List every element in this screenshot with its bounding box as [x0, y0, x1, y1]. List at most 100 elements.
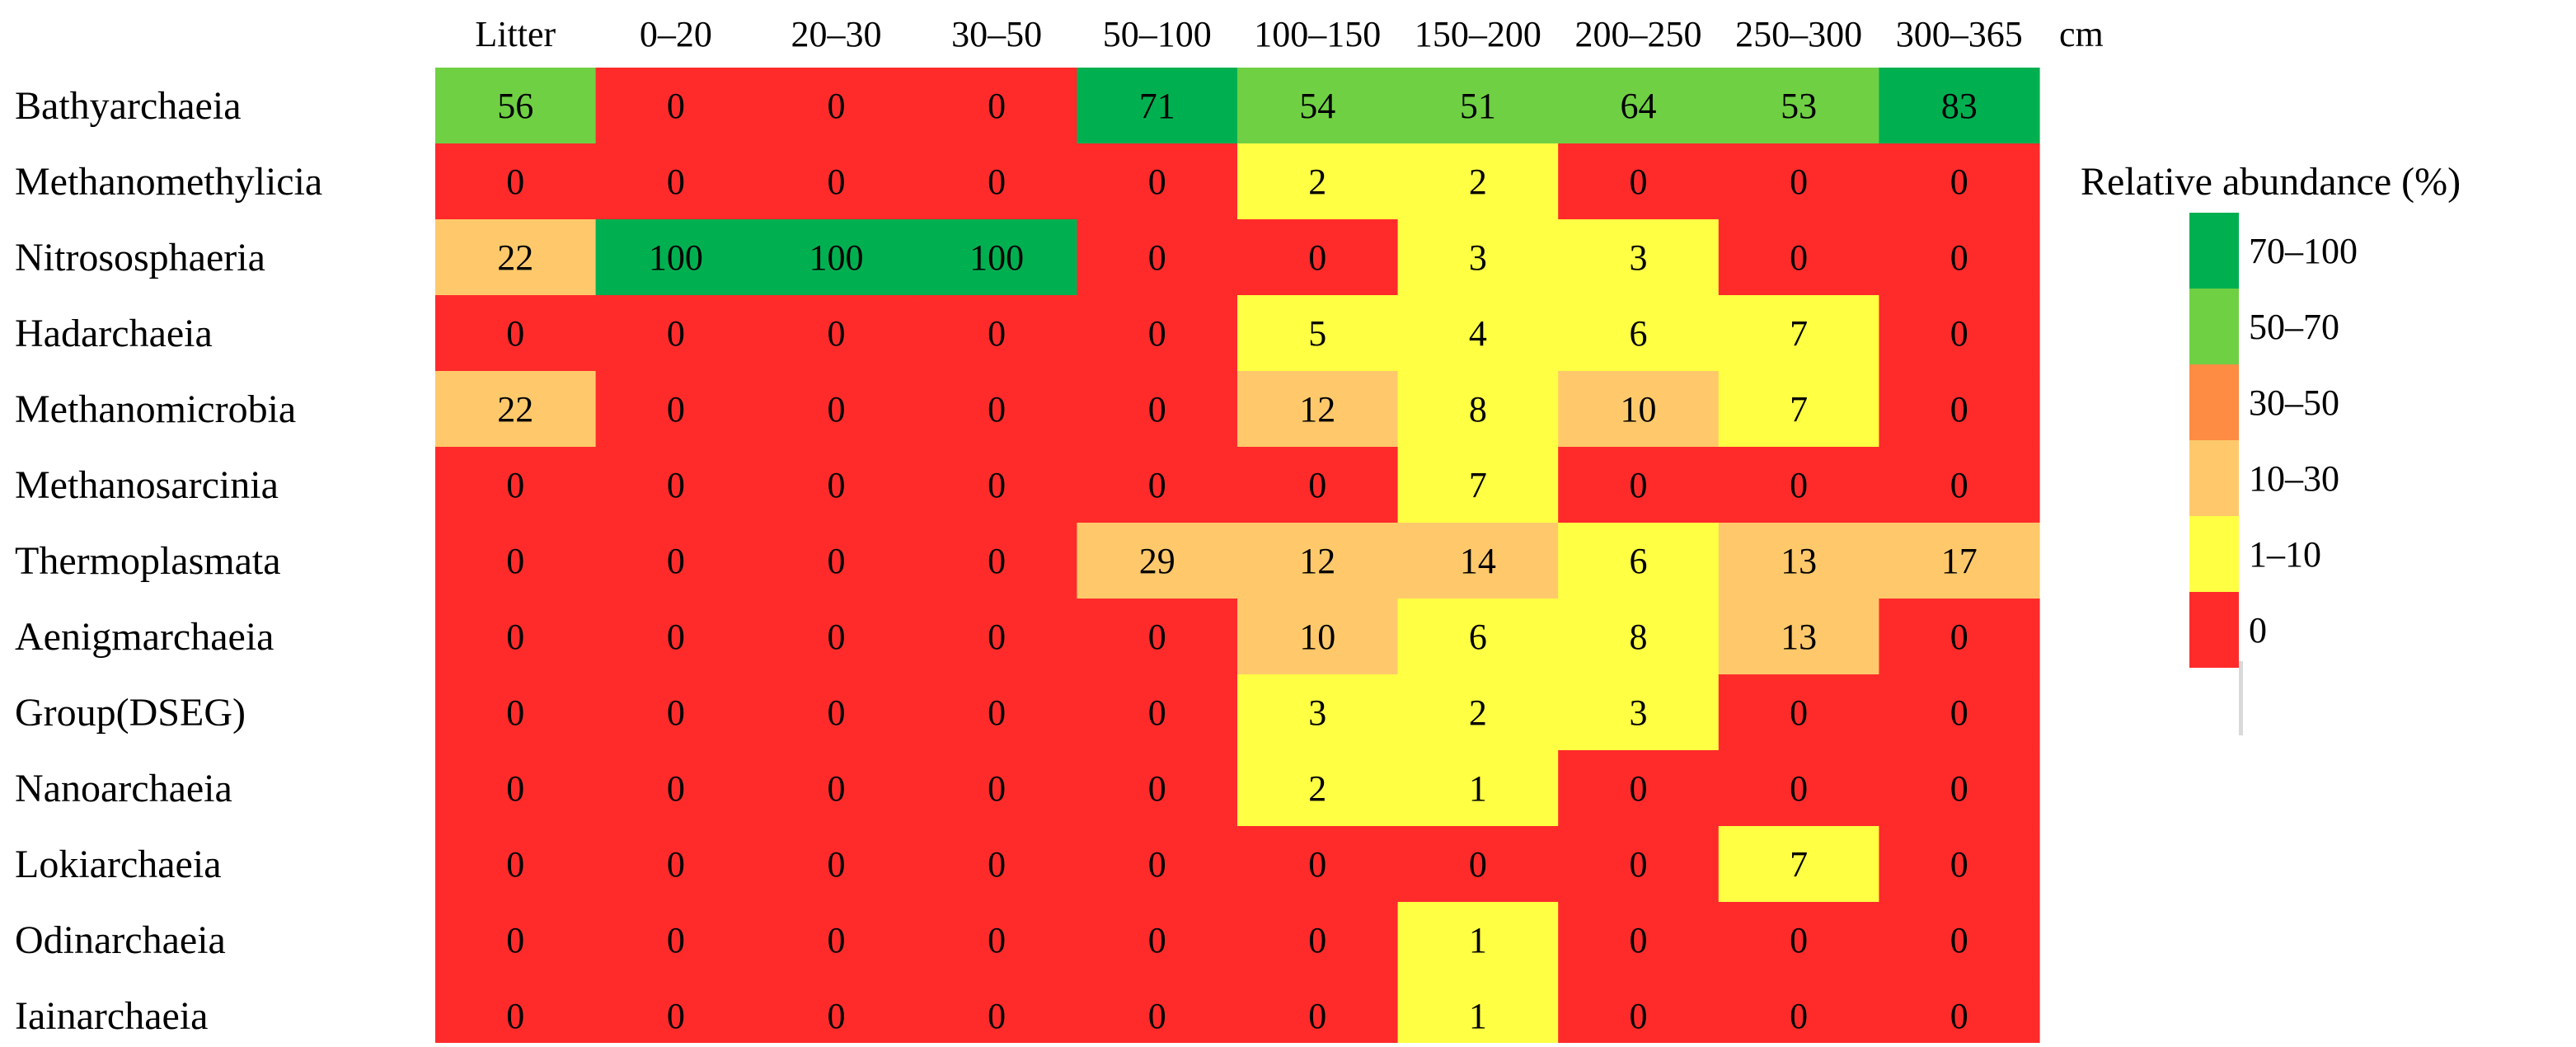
cell-value-label: 0: [828, 86, 846, 126]
heatmap-cell: [1879, 674, 2040, 751]
legend-swatch: [2189, 440, 2239, 516]
heatmap-cell: [916, 143, 1077, 220]
cell-value-label: 0: [1950, 693, 1968, 733]
legend-label: 70–100: [2249, 231, 2358, 271]
legend-swatch: [2189, 592, 2239, 668]
heatmap-cell: [435, 68, 597, 144]
heatmap-cell: [756, 68, 917, 144]
heatmap-cell: [1558, 219, 1720, 296]
heatmap-cell: [1879, 523, 2040, 599]
cell-value-label: 0: [988, 86, 1006, 126]
cell-value-label: 8: [1630, 617, 1648, 657]
cell-value-label: 0: [667, 313, 685, 354]
heatmap-cell: [1558, 143, 1720, 220]
heatmap-cell: [756, 826, 917, 903]
heatmap-cell: [1077, 143, 1238, 220]
column-label: Litter: [475, 14, 556, 54]
heatmap-cell: [1718, 674, 1879, 751]
cell-value-label: 0: [667, 541, 685, 581]
heatmap-cell: [1718, 750, 1879, 827]
cell-value-label: 0: [1790, 768, 1808, 809]
cell-value-label: 0: [828, 844, 846, 885]
column-label: 50–100: [1103, 14, 1212, 54]
heatmap-cell: [435, 523, 597, 599]
cell-value-label: 0: [506, 996, 524, 1036]
heatmap-cell: [1237, 902, 1399, 979]
heatmap-cell: [916, 674, 1077, 751]
cell-value-label: 0: [1148, 617, 1166, 657]
cell-value-label: 0: [1148, 920, 1166, 960]
cell-value-label: 6: [1630, 541, 1648, 581]
cell-value-label: 83: [1941, 86, 1978, 126]
heatmap-cell: [1077, 371, 1238, 448]
heatmap-cell: [435, 978, 597, 1047]
cell-value-label: 0: [1148, 844, 1166, 885]
cells-layer: 56 0 0 0 71 54 51 64 53 830 0 0 0 0 2 2 0 0 022 100 100 100 0 0…: [435, 68, 2040, 1047]
heatmap-cell: [435, 371, 597, 448]
cell-value-label: 0: [988, 768, 1006, 809]
legend-label: 1–10: [2249, 534, 2321, 575]
cell-value-label: 0: [667, 844, 685, 885]
cell-value-label: 64: [1621, 86, 1657, 126]
legend: Relative abundance (%) 70–100 50–70 30–50 10…: [2081, 160, 2461, 735]
cell-value-label: 7: [1469, 465, 1487, 505]
cell-value-label: 0: [1308, 996, 1326, 1036]
cell-value-label: 0: [1950, 996, 1968, 1036]
heatmap-cell: [1718, 371, 1879, 448]
cell-value-label: 0: [988, 465, 1006, 505]
heatmap-cell: [435, 447, 597, 524]
cell-value-label: 0: [828, 541, 846, 581]
heatmap-cell: [1237, 68, 1399, 144]
cell-value-label: 10: [1621, 389, 1657, 430]
cell-value-label: 2: [1469, 693, 1487, 733]
cell-value-label: 0: [1790, 237, 1808, 278]
heatmap-cell: [756, 674, 917, 751]
heatmap-cell: [1718, 599, 1879, 675]
cell-value-label: 0: [1148, 693, 1166, 733]
cell-value-label: 0: [506, 541, 524, 581]
cell-value-label: 0: [1148, 768, 1166, 809]
cell-value-label: 5: [1308, 313, 1326, 354]
heatmap-cell: [756, 978, 917, 1047]
heatmap-cell: [1397, 295, 1559, 372]
heatmap-cell: [1077, 750, 1238, 827]
legend-label: 0: [2249, 610, 2267, 650]
heatmap-cell: [595, 674, 757, 751]
cell-value-label: 71: [1139, 86, 1175, 126]
heatmap-cell: [595, 750, 757, 827]
heatmap-cell: [1397, 143, 1559, 220]
cell-value-label: 7: [1790, 313, 1808, 354]
cell-value-label: 0: [988, 996, 1006, 1036]
row-label: Iainarchaeia: [15, 994, 208, 1038]
heatmap-cell: [756, 219, 917, 296]
heatmap-cell: [1237, 599, 1399, 675]
cell-value-label: 0: [506, 617, 524, 657]
cell-value-label: 12: [1299, 541, 1335, 581]
cell-value-label: 0: [667, 693, 685, 733]
heatmap-cell: [1077, 523, 1238, 599]
heatmap-cell: [1879, 143, 2040, 220]
row-label: Bathyarchaeia: [15, 84, 242, 128]
heatmap-cell: [595, 523, 757, 599]
cell-value-label: 0: [988, 617, 1006, 657]
cell-value-label: 0: [1308, 844, 1326, 885]
cell-value-label: 0: [1630, 465, 1648, 505]
heatmap-cell: [916, 371, 1077, 448]
cell-value-label: 0: [988, 541, 1006, 581]
heatmap-cell: [1237, 523, 1399, 599]
cell-value-label: 2: [1469, 162, 1487, 202]
cell-value-label: 0: [667, 617, 685, 657]
heatmap-cell: [756, 371, 917, 448]
heatmap-cell: [916, 599, 1077, 675]
cell-value-label: 0: [828, 996, 846, 1036]
cell-value-label: 0: [1308, 920, 1326, 960]
heatmap-cell: [756, 295, 917, 372]
heatmap-cell: [916, 68, 1077, 144]
column-label: 150–200: [1415, 14, 1541, 54]
cell-value-label: 2: [1308, 768, 1326, 809]
cell-value-label: 4: [1469, 313, 1487, 354]
heatmap-cell: [1558, 599, 1720, 675]
heatmap-cell: [1397, 68, 1559, 144]
